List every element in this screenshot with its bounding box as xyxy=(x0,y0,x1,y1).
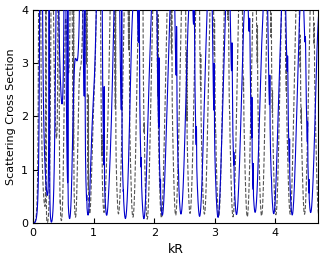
Y-axis label: Scattering Cross Section: Scattering Cross Section xyxy=(6,48,16,185)
X-axis label: kR: kR xyxy=(168,243,184,256)
